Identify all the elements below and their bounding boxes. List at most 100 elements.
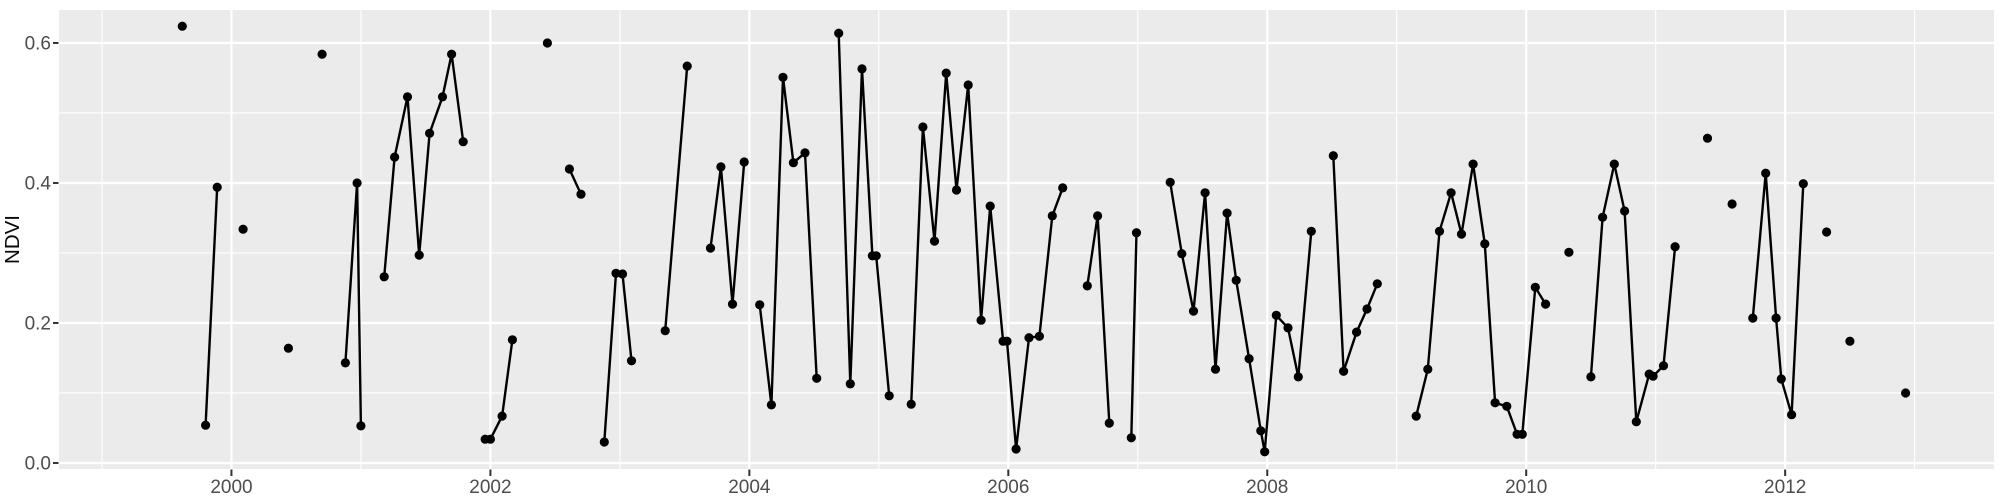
data-point [1362,304,1372,314]
data-point [1271,310,1281,320]
data-point [812,373,822,383]
data-point [1293,372,1303,382]
data-point [379,272,389,282]
data-point [1502,401,1512,411]
data-point [716,162,726,172]
data-point [845,379,855,389]
data-point [1047,211,1057,221]
data-point [727,299,738,309]
data-point [1787,410,1797,420]
x-axis-tick-label: 2004 [728,477,771,498]
data-point [599,437,609,447]
data-point [1058,183,1068,193]
data-point [1165,177,1175,187]
data-point [212,182,222,192]
trend-line-segment [758,77,818,406]
data-point [941,68,951,78]
trend-line-segment [1130,232,1138,438]
trend-line-segment [568,168,583,195]
data-point [447,49,457,59]
data-point [1372,279,1382,289]
data-point [352,178,362,188]
data-point [238,224,248,234]
data-point [1620,206,1630,216]
data-point [1845,336,1855,346]
trend-line-segment [837,33,891,396]
x-axis-tick-label: 2010 [1505,477,1547,498]
data-point [918,122,928,132]
data-point [1411,411,1421,421]
data-point [1541,299,1551,309]
data-point [1328,151,1338,161]
trend-line-segment [664,66,689,331]
chart-layers: 2000 2002 2004 2006 2008 2010 2012 0.0 0.2 0.4 0.6 [25,10,1994,498]
data-point [1034,331,1044,341]
data-point [1670,242,1680,252]
data-point [1564,247,1574,257]
data-point [283,343,293,353]
data-point [1434,226,1445,236]
data-point [1586,372,1596,382]
data-point [755,300,765,310]
y-axis-title: NDVI [1,215,24,264]
data-point [1231,275,1241,285]
data-point [458,137,468,147]
data-point [1648,371,1658,381]
plot-panel [59,10,1994,469]
data-point [800,148,810,158]
data-point [1901,388,1911,398]
data-point [1480,239,1490,249]
trend-line-segment [383,53,465,277]
data-point [425,128,435,138]
data-point [1658,361,1669,371]
y-axis-tick-label: 0.2 [25,313,51,334]
data-point [177,21,187,31]
data-point [1210,364,1221,374]
data-point [705,243,716,253]
data-point [340,358,350,368]
y-axis-tick-label: 0.6 [25,33,51,54]
data-point [1200,188,1210,198]
data-point [788,158,799,168]
data-point [1468,159,1478,169]
data-point [1306,226,1316,236]
data-point [402,92,413,102]
data-point [1126,433,1136,443]
data-point [1024,333,1034,343]
data-point [739,157,749,167]
data-point [1244,354,1254,364]
data-point [1177,249,1187,259]
data-point [906,399,916,409]
data-point [1283,323,1293,333]
data-point [1530,282,1540,292]
data-point [871,251,881,261]
trend-line-segment [709,161,746,305]
data-point [1456,229,1467,239]
data-point [884,391,894,401]
x-axis-tick-label: 2012 [1764,477,1806,498]
data-point [390,152,400,162]
data-point [356,421,366,431]
data-point [1446,188,1456,198]
data-point [201,420,211,430]
data-point [437,92,448,102]
data-point [1490,398,1500,408]
data-point [1822,227,1832,237]
data-point [497,411,507,421]
data-point [1748,313,1758,323]
data-point [1256,426,1266,436]
data-point [951,185,962,195]
data-point [1798,179,1808,189]
data-point [626,356,637,366]
x-axis-tick-label: 2008 [1246,477,1288,498]
data-point [1188,306,1199,316]
y-axis-tick-label: 0.4 [25,173,52,194]
data-point [976,315,986,325]
data-point [778,72,788,82]
data-point [1771,313,1781,323]
data-point [1598,212,1608,222]
data-point [1702,133,1713,143]
data-point [507,335,517,345]
